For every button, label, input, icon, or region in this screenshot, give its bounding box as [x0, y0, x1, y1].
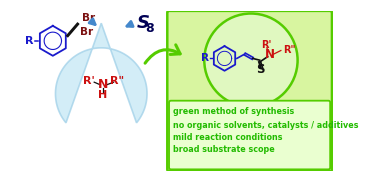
Text: no organic solvents, catalysts / additives: no organic solvents, catalysts / additiv…	[174, 121, 359, 130]
Text: Br: Br	[82, 13, 95, 23]
Text: H: H	[98, 90, 108, 100]
Text: mild reaction conditions: mild reaction conditions	[174, 133, 283, 142]
Text: S: S	[256, 63, 265, 76]
Text: broad substrate scope: broad substrate scope	[174, 145, 275, 155]
Text: R': R'	[83, 76, 95, 86]
FancyBboxPatch shape	[169, 101, 330, 169]
FancyBboxPatch shape	[167, 11, 332, 171]
Text: green method of synthesis: green method of synthesis	[174, 107, 295, 116]
Text: S: S	[137, 14, 150, 32]
Polygon shape	[56, 23, 147, 123]
Text: Br: Br	[80, 27, 93, 37]
Text: R": R"	[110, 76, 124, 86]
Circle shape	[204, 13, 297, 107]
FancyArrowPatch shape	[145, 45, 180, 63]
Text: R: R	[25, 36, 34, 46]
Text: 8: 8	[146, 22, 154, 35]
Text: N: N	[265, 48, 275, 61]
Text: R": R"	[283, 46, 295, 56]
Text: N: N	[98, 78, 108, 91]
Text: R': R'	[261, 40, 271, 50]
Text: R: R	[201, 54, 209, 63]
